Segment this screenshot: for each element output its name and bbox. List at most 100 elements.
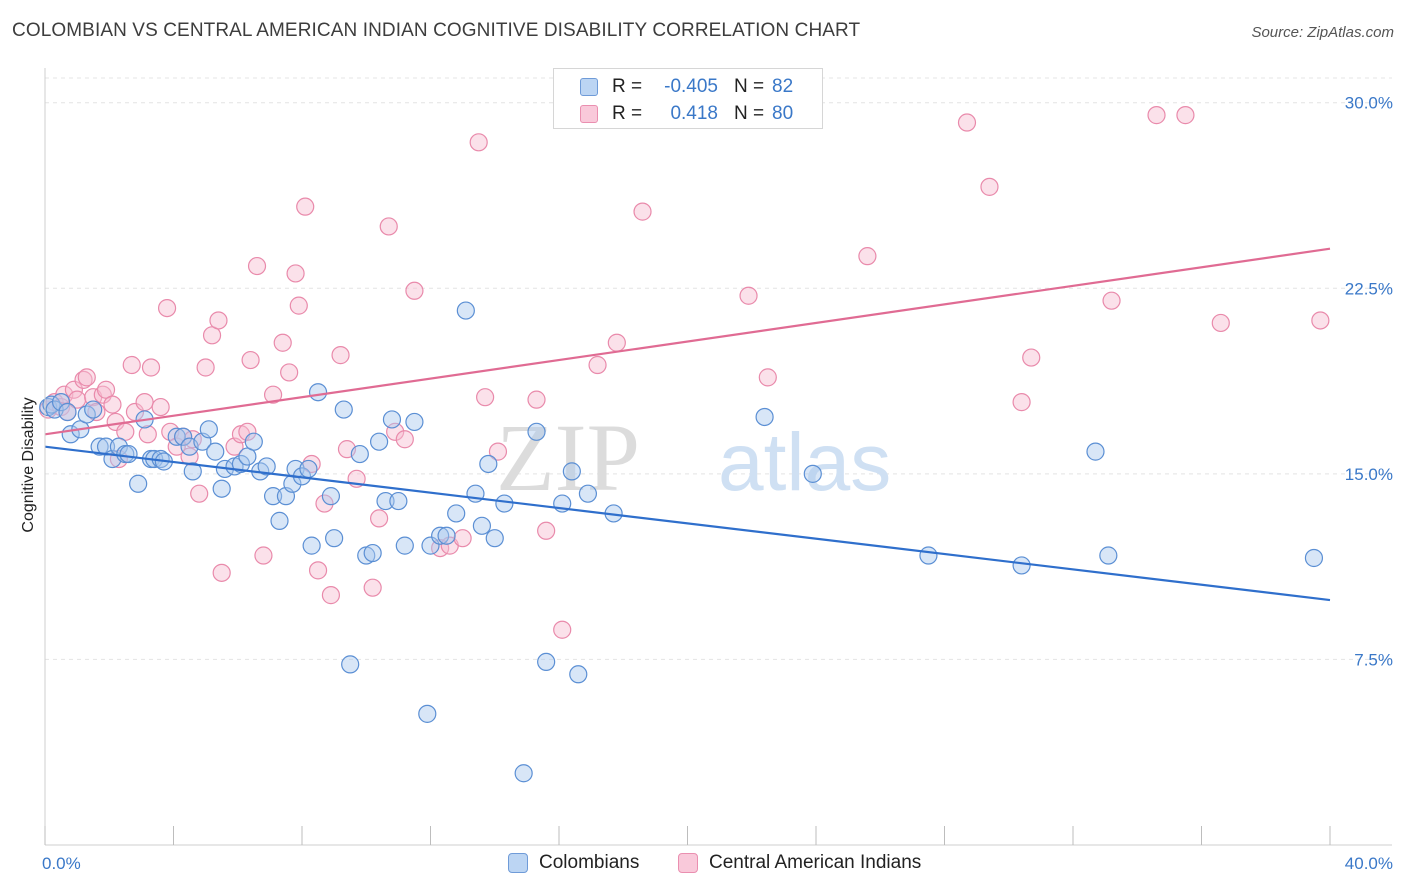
colombians-point: [569, 665, 588, 684]
legend-swatch-colombians: [508, 853, 528, 873]
cai-point: [957, 113, 977, 132]
cai-point: [74, 370, 93, 389]
series-central-american-indians: [39, 106, 1330, 639]
cai-point: [180, 447, 199, 466]
cai-point: [167, 437, 186, 456]
colombians-point: [1086, 442, 1105, 461]
cai-point: [289, 296, 308, 315]
legend-r-value: -0.405: [664, 76, 718, 97]
cai-point: [321, 586, 341, 605]
cai-point: [607, 333, 626, 352]
cai-point: [190, 484, 209, 503]
cai-point: [537, 521, 556, 540]
colombians-point: [321, 487, 341, 506]
trend-line-colombians: [44, 445, 1331, 602]
colombians-point: [51, 393, 71, 412]
cai-point: [1012, 393, 1031, 412]
colombians-point: [437, 526, 456, 545]
cai-point: [138, 425, 157, 444]
legend-n-value: 82: [772, 76, 794, 97]
cai-point: [196, 358, 215, 377]
colombians-point: [174, 427, 193, 446]
y-tick-label: 30.0%: [1345, 94, 1393, 113]
cai-point: [254, 546, 273, 565]
legend-swatch-central-american-indians: [678, 853, 698, 873]
cai-point: [122, 355, 141, 375]
colombians-point: [206, 442, 225, 461]
colombians-point: [495, 494, 514, 513]
cai-point: [980, 177, 999, 196]
colombians-point: [58, 402, 77, 422]
y-tick-label: 7.5%: [1354, 650, 1393, 669]
watermark-zip: ZIP: [496, 404, 640, 511]
grid-lines: [45, 77, 1392, 660]
legend-r-label: R =: [612, 103, 643, 124]
watermark: ZIP atlas: [496, 404, 891, 511]
colombians-point: [1304, 548, 1324, 568]
legend-row-colombians: R = -0.405 N = 82: [554, 74, 822, 102]
colombians-point: [418, 704, 437, 723]
colombians-point: [308, 383, 328, 402]
colombians-point: [376, 491, 395, 511]
colombians-point: [421, 536, 440, 555]
legend-r-value: 0.418: [670, 103, 718, 124]
cai-point: [405, 281, 424, 300]
trend-line-central-american-indians: [44, 247, 1331, 436]
colombians-point: [382, 410, 402, 429]
colombians-point: [183, 462, 202, 481]
trend-lines: [44, 247, 1331, 602]
cai-point: [247, 256, 267, 276]
colombians-point: [257, 457, 276, 476]
y-axis-label-wrap: Cognitive Disability: [17, 300, 41, 630]
cai-point: [209, 311, 228, 330]
cai-point: [308, 561, 328, 580]
colombians-point: [456, 301, 475, 320]
legend-n-label: N =: [734, 76, 765, 97]
cai-point: [476, 388, 495, 407]
colombians-point: [270, 511, 289, 530]
colombians-point: [244, 432, 263, 451]
cai-point: [103, 395, 122, 414]
colombians-point: [334, 400, 353, 419]
y-tick-label: 22.5%: [1345, 279, 1393, 298]
cai-point: [93, 385, 112, 404]
colombians-point: [395, 536, 414, 555]
cai-point: [77, 368, 96, 387]
watermark-atlas: atlas: [718, 417, 891, 508]
colombians-point: [431, 526, 450, 545]
colombians-point: [90, 437, 109, 456]
colombians-point: [803, 464, 822, 483]
cai-point: [1147, 106, 1166, 125]
chart-title: COLOMBIAN VS CENTRAL AMERICAN INDIAN COG…: [12, 20, 861, 41]
colombians-point: [129, 474, 148, 493]
cai-point: [273, 333, 292, 352]
cai-point: [453, 529, 472, 548]
cai-point: [739, 286, 758, 305]
series-colombians: [39, 301, 1324, 783]
legend-swatch-central-american-indians: [580, 105, 598, 123]
cai-point: [527, 390, 546, 409]
cai-point: [212, 563, 231, 582]
cai-point: [280, 363, 299, 382]
cai-point: [379, 217, 398, 236]
colombians-point: [919, 546, 938, 565]
colombians-point: [755, 407, 774, 427]
axes: [44, 68, 1392, 846]
cai-point: [1176, 106, 1195, 125]
legend-n-value: 80: [772, 103, 794, 124]
cai-point: [758, 368, 777, 387]
cai-point: [241, 350, 260, 370]
colombians-point: [84, 400, 103, 419]
colombians-point: [119, 444, 138, 464]
tick-labels: 7.5% 15.0% 22.5% 30.0% 0.0% 40.0%: [42, 94, 1393, 873]
cai-point: [469, 133, 488, 152]
source-credit: Source: ZipAtlas.com: [1251, 24, 1394, 41]
colombians-point: [527, 422, 546, 441]
cai-point: [633, 202, 652, 221]
colombians-point: [199, 420, 218, 439]
series-legend: Colombians Central American Indians: [0, 851, 1406, 877]
colombians-point: [325, 529, 344, 548]
colombians-point: [405, 412, 424, 432]
cai-point: [64, 380, 84, 399]
